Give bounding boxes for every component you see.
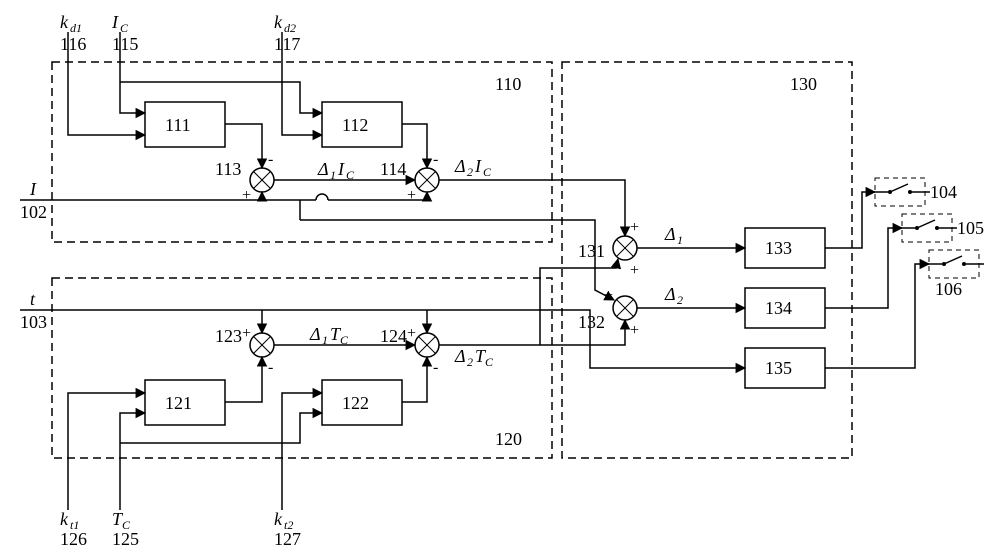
- svg-text:126: 126: [60, 529, 87, 548]
- wire-121-123: [225, 357, 262, 402]
- svg-text:1: 1: [322, 333, 328, 347]
- svg-text:C: C: [483, 165, 492, 179]
- summer-132: 132 + +: [578, 287, 639, 339]
- wire-kt1-121: [68, 393, 145, 510]
- svg-text:d1: d1: [70, 21, 82, 35]
- svg-text:C: C: [120, 21, 129, 35]
- region-110-label: 110: [495, 74, 521, 94]
- svg-text:+: +: [407, 187, 416, 204]
- svg-text:125: 125: [112, 529, 139, 548]
- svg-text:Δ: Δ: [454, 156, 466, 176]
- wire-134-105: [825, 228, 902, 308]
- svg-text:k: k: [274, 509, 283, 529]
- region-120-label: 120: [495, 429, 522, 449]
- block-111-label: 111: [165, 115, 191, 135]
- svg-text:116: 116: [60, 34, 86, 54]
- wire-Tc-121: [120, 413, 145, 510]
- block-diagram: 110 120 130 111 112 121 122 133 134 135 …: [0, 0, 1000, 548]
- svg-text:106: 106: [935, 279, 962, 299]
- svg-text:105: 105: [957, 218, 984, 238]
- summer-114: 114 - +: [380, 151, 439, 204]
- svg-text:2: 2: [677, 293, 683, 307]
- svg-text:+: +: [407, 325, 416, 342]
- svg-text:124: 124: [380, 326, 407, 346]
- svg-text:-: -: [433, 151, 438, 168]
- wire-I-main: [20, 192, 262, 200]
- svg-text:k: k: [60, 12, 69, 32]
- wire-114-131: [439, 180, 625, 236]
- svg-text:115: 115: [112, 34, 138, 54]
- switch-106: 106: [924, 250, 984, 299]
- block-112-label: 112: [342, 115, 368, 135]
- svg-text:C: C: [346, 168, 355, 182]
- wire-kt2-122: [282, 393, 322, 510]
- svg-text:114: 114: [380, 159, 406, 179]
- svg-text:132: 132: [578, 312, 605, 332]
- svg-text:102: 102: [20, 202, 47, 222]
- svg-text:d2: d2: [284, 21, 296, 35]
- svg-text:113: 113: [215, 159, 241, 179]
- svg-text:131: 131: [578, 241, 605, 261]
- switch-105: 105: [897, 214, 984, 242]
- svg-text:I: I: [337, 159, 345, 179]
- region-130-label: 130: [790, 74, 817, 94]
- svg-text:Δ: Δ: [309, 324, 321, 344]
- region-120: [52, 278, 552, 458]
- block-134-label: 134: [765, 298, 792, 318]
- summer-113: 113 - +: [215, 151, 274, 204]
- svg-text:t: t: [30, 289, 36, 309]
- svg-text:+: +: [242, 325, 251, 342]
- wire-133-104: [825, 192, 875, 248]
- svg-text:+: +: [242, 187, 251, 204]
- wire-135-106: [825, 264, 929, 368]
- switch-104: 104: [870, 178, 957, 206]
- svg-text:I: I: [29, 179, 37, 199]
- summer-124: 124 + -: [380, 325, 439, 376]
- svg-text:k: k: [274, 12, 283, 32]
- svg-text:I: I: [474, 156, 482, 176]
- svg-text:C: C: [340, 333, 349, 347]
- svg-text:C: C: [485, 355, 494, 369]
- svg-text:+: +: [630, 219, 639, 236]
- svg-text:117: 117: [274, 34, 300, 54]
- region-110: [52, 62, 552, 242]
- summer-123: 123 + -: [215, 325, 274, 376]
- block-122-label: 122: [342, 393, 369, 413]
- svg-text:104: 104: [930, 182, 957, 202]
- svg-text:103: 103: [20, 312, 47, 332]
- svg-text:2: 2: [467, 165, 473, 179]
- svg-text:-: -: [433, 359, 438, 376]
- svg-text:k: k: [60, 509, 69, 529]
- block-121-label: 121: [165, 393, 192, 413]
- svg-text:127: 127: [274, 529, 301, 548]
- svg-text:123: 123: [215, 326, 242, 346]
- svg-text:1: 1: [330, 168, 336, 182]
- summer-131: 131 + +: [578, 219, 639, 279]
- svg-text:-: -: [268, 151, 273, 168]
- svg-text:2: 2: [467, 355, 473, 369]
- block-135-label: 135: [765, 358, 792, 378]
- svg-text:Δ: Δ: [317, 159, 329, 179]
- svg-text:+: +: [630, 322, 639, 339]
- svg-text:+: +: [630, 262, 639, 279]
- svg-text:Δ: Δ: [664, 224, 676, 244]
- wire-I-branch-132: [300, 220, 614, 300]
- svg-text:-: -: [268, 359, 273, 376]
- svg-text:Δ: Δ: [664, 284, 676, 304]
- svg-text:I: I: [111, 12, 119, 32]
- wire-122-124: [402, 357, 427, 402]
- block-133-label: 133: [765, 238, 792, 258]
- svg-text:Δ: Δ: [454, 346, 466, 366]
- svg-text:1: 1: [677, 233, 683, 247]
